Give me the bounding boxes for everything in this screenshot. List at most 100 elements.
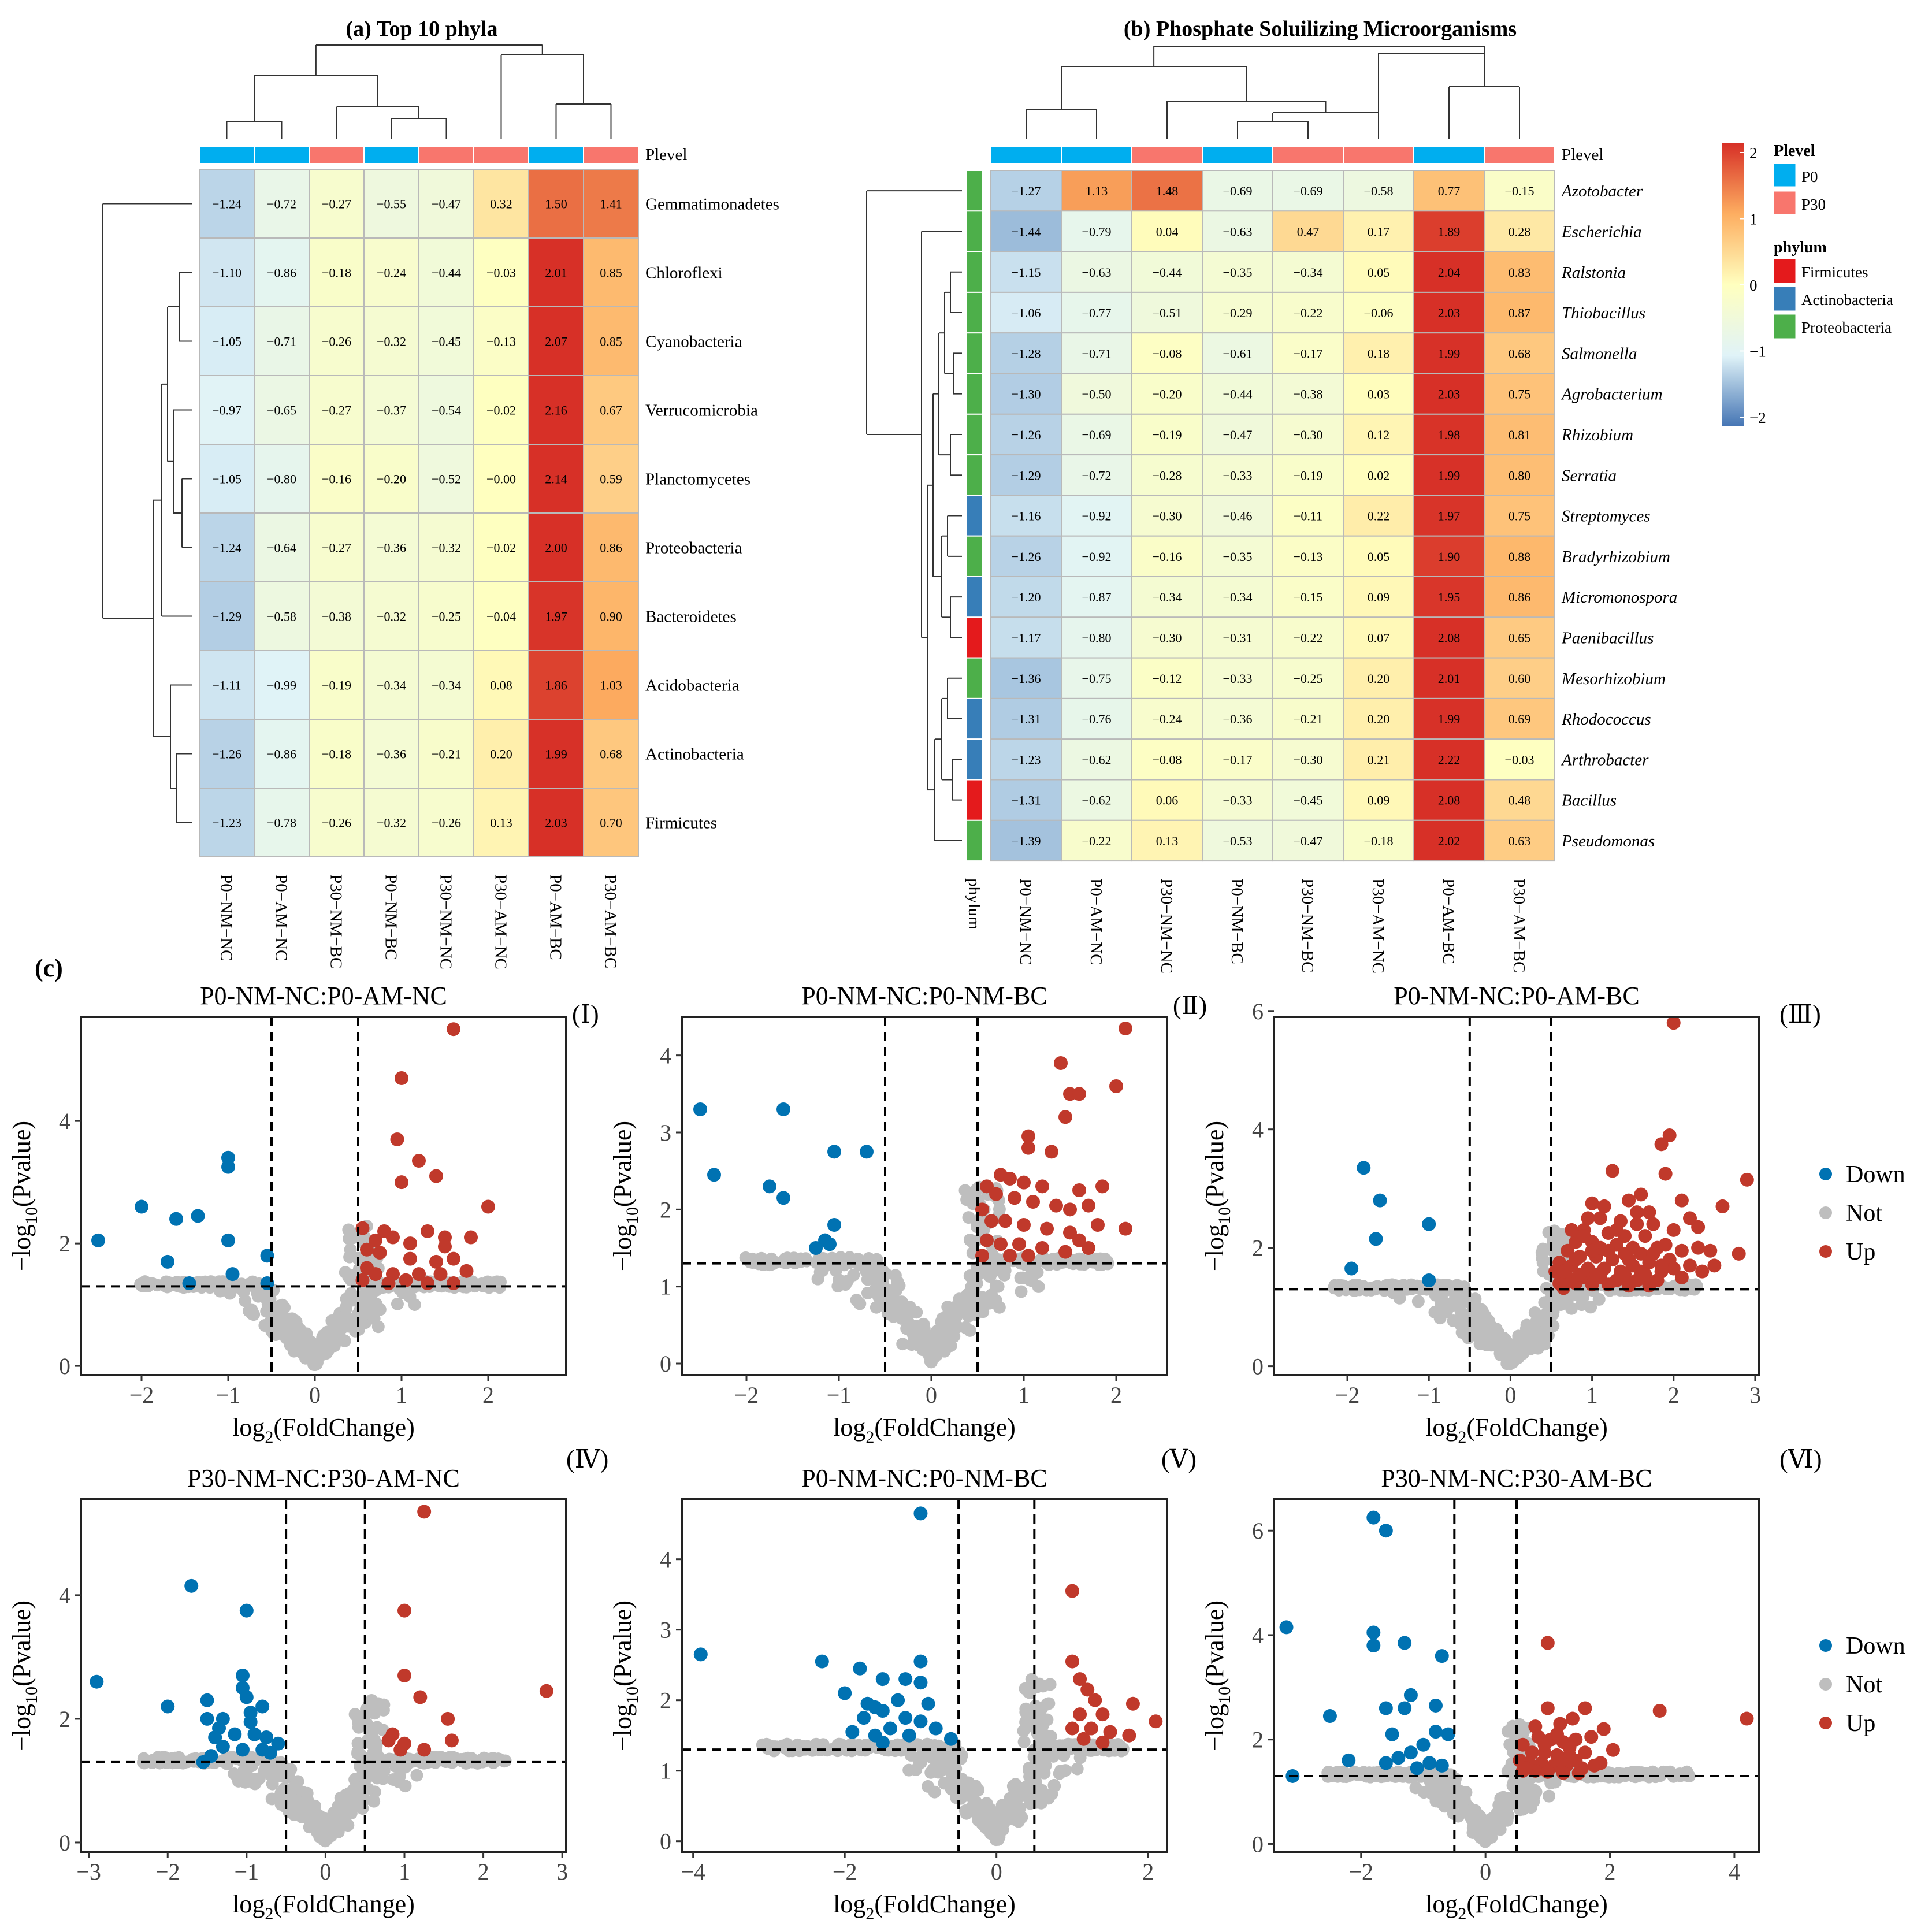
up-point bbox=[998, 1214, 1012, 1228]
phylum-cell-7 bbox=[966, 454, 983, 496]
heatmap-cell bbox=[990, 373, 1062, 415]
heatmap-cell bbox=[363, 444, 419, 514]
not-point bbox=[1500, 1357, 1514, 1370]
heatmap-cell bbox=[473, 512, 529, 582]
cell-value: −0.52 bbox=[432, 472, 461, 486]
cell-value: 0.20 bbox=[1368, 671, 1390, 686]
volcano-panel-label: (Ⅱ) bbox=[1173, 991, 1207, 1020]
up-point bbox=[1666, 1017, 1681, 1030]
heatmap-cell bbox=[199, 375, 255, 445]
y-axis-label-part: −log bbox=[1201, 1704, 1229, 1751]
cell-value: −1.30 bbox=[1012, 387, 1041, 402]
not-point bbox=[960, 1304, 974, 1317]
heatmap-cell bbox=[1413, 576, 1485, 618]
up-point bbox=[1021, 1249, 1035, 1263]
up-point bbox=[1695, 1264, 1710, 1279]
heatmap-cell bbox=[418, 719, 474, 789]
not-point bbox=[352, 1323, 366, 1336]
up-point bbox=[1634, 1187, 1648, 1202]
cell-value: −0.65 bbox=[267, 403, 296, 418]
down-point bbox=[860, 1145, 874, 1159]
not-point bbox=[902, 1763, 916, 1777]
not-point bbox=[969, 1183, 983, 1196]
up-point bbox=[1072, 1233, 1086, 1247]
up-point bbox=[1091, 1218, 1105, 1232]
not-point bbox=[1672, 1767, 1685, 1781]
row-label: Bacillus bbox=[1562, 792, 1617, 810]
heatmap-cell bbox=[528, 581, 584, 651]
plot-frame bbox=[681, 1498, 1168, 1853]
heatmap-cell bbox=[1061, 819, 1132, 862]
phylum-cell-14 bbox=[966, 738, 983, 781]
cell-value: 0.88 bbox=[1509, 549, 1531, 564]
down-point bbox=[135, 1199, 148, 1214]
cell-value: −0.58 bbox=[1364, 184, 1394, 198]
cell-value: 0.48 bbox=[1509, 793, 1531, 808]
not-point bbox=[429, 1751, 442, 1764]
down-point bbox=[1403, 1688, 1418, 1702]
down-point bbox=[1429, 1698, 1443, 1713]
up-point bbox=[1553, 1753, 1567, 1767]
column-label: P0−NM−BC bbox=[1228, 878, 1246, 964]
cell-value: −0.02 bbox=[486, 541, 516, 555]
heatmap-cell bbox=[990, 332, 1062, 374]
cell-value: −0.16 bbox=[1153, 549, 1182, 564]
heatmap-cell bbox=[1061, 373, 1132, 415]
up-point bbox=[1045, 1145, 1058, 1159]
heatmap-cell bbox=[1272, 616, 1344, 659]
cell-value: −0.37 bbox=[377, 403, 406, 418]
down-point bbox=[1379, 1756, 1393, 1770]
not-point bbox=[1014, 1271, 1027, 1284]
up-point bbox=[1109, 1079, 1123, 1093]
heatmap-cell bbox=[363, 237, 419, 307]
cell-value: −0.17 bbox=[1294, 346, 1323, 361]
plevel-cell-5 bbox=[473, 146, 529, 164]
up-point bbox=[395, 1175, 408, 1190]
not-point bbox=[249, 1776, 262, 1789]
not-point bbox=[938, 1760, 951, 1774]
down-point bbox=[200, 1693, 214, 1707]
up-point bbox=[1556, 1264, 1571, 1279]
cell-value: 0.09 bbox=[1368, 590, 1390, 604]
heatmap-cell bbox=[1343, 413, 1414, 456]
x-tick-label: 0 bbox=[319, 1859, 331, 1885]
heatmap-cell bbox=[1343, 373, 1414, 415]
column-label: P30−AM−NC bbox=[492, 874, 510, 970]
up-point bbox=[429, 1254, 443, 1269]
cell-value: −0.55 bbox=[377, 197, 406, 211]
legend-dot-not bbox=[1819, 1678, 1832, 1691]
down-point bbox=[1366, 1625, 1381, 1640]
cell-value: −0.80 bbox=[267, 472, 296, 486]
down-point bbox=[1366, 1639, 1381, 1653]
cell-value: −0.79 bbox=[1082, 224, 1112, 239]
x-axis-label-part: (FoldChange) bbox=[874, 1890, 1015, 1918]
up-point bbox=[1630, 1205, 1644, 1220]
row-label: Acidobacteria bbox=[645, 677, 740, 695]
cell-value: 1.99 bbox=[1438, 712, 1461, 726]
heatmap-cell bbox=[1484, 576, 1555, 618]
y-axis-label-part: −log bbox=[8, 1224, 36, 1271]
row-label: Rhodococcus bbox=[1561, 710, 1651, 729]
up-point bbox=[1654, 1258, 1669, 1273]
heatmap-cell bbox=[1272, 332, 1344, 374]
phylum-swatch bbox=[1773, 258, 1796, 284]
down-point bbox=[236, 1743, 250, 1757]
scale-tick-label: 1 bbox=[1749, 211, 1758, 228]
row-label: Thiobacillus bbox=[1562, 304, 1645, 322]
heatmap-cell bbox=[1343, 170, 1414, 212]
cell-value: 2.00 bbox=[545, 541, 567, 555]
y-axis-label-sub: 10 bbox=[1215, 1687, 1234, 1704]
heatmap-cell bbox=[1202, 819, 1273, 862]
up-point bbox=[1049, 1198, 1063, 1213]
heatmap-cell bbox=[1484, 251, 1555, 293]
not-point bbox=[491, 1279, 504, 1292]
up-point bbox=[1622, 1193, 1636, 1208]
scale-tick-label: −1 bbox=[1749, 343, 1766, 361]
y-tick-label: 0 bbox=[1252, 1354, 1264, 1380]
heatmap-cell bbox=[254, 512, 310, 582]
cell-value: 0.05 bbox=[1368, 265, 1390, 280]
phylum-cell-13 bbox=[966, 697, 983, 740]
heatmap-cell bbox=[583, 581, 639, 651]
up-point bbox=[369, 1233, 382, 1247]
legend-label-down: Down bbox=[1846, 1161, 1905, 1188]
